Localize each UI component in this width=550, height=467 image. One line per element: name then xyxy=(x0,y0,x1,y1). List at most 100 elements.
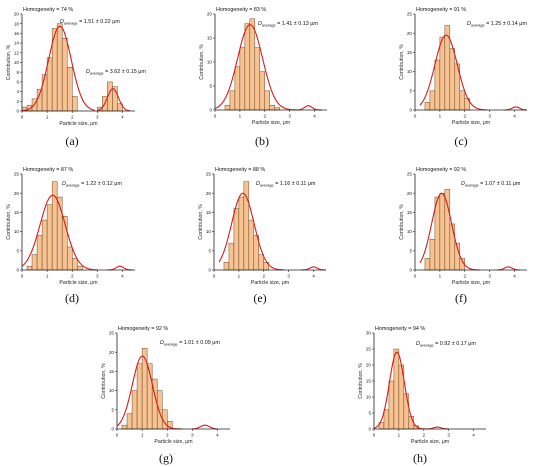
d-value: = 1.07 ± 0.11 μm xyxy=(479,181,521,187)
d-symbol: D xyxy=(467,21,471,27)
x-tick-label: 0 xyxy=(414,114,417,119)
histogram-bar xyxy=(244,23,251,111)
x-tick-label: 2 xyxy=(463,274,466,279)
y-tick-label: 0 xyxy=(209,108,212,113)
fit-curve xyxy=(301,266,327,271)
chart-panel-7: 0 1 2 3 4 0 5 10 15 20 25 Particle size, μm Contribu… xyxy=(101,326,230,465)
d-value: = 1.25 ± 0.14 μm xyxy=(485,21,528,27)
histogram-bar xyxy=(429,90,436,111)
histogram-bar xyxy=(228,242,235,271)
y-axis-title: Contribution, % xyxy=(358,363,364,399)
panel-label: (e) xyxy=(253,291,266,305)
histogram-bar xyxy=(259,71,266,111)
y-axis-title: Contribution, % xyxy=(198,204,204,240)
y-tick-label: 15 xyxy=(407,50,413,55)
x-axis-title: Particle size, μm xyxy=(252,120,290,126)
homogeneity-annotation: Homogeneity = 94 % xyxy=(375,326,425,332)
histogram-bar xyxy=(254,47,261,111)
x-tick-label: 4 xyxy=(513,274,516,279)
y-tick-label: 15 xyxy=(407,210,413,215)
d-symbol: D xyxy=(160,340,164,346)
d-average-annotation: Daverage = 1.22 ± 0.12 μm xyxy=(62,181,122,188)
x-tick-label: 3 xyxy=(488,274,491,279)
y-tick-label: 0 xyxy=(16,109,19,114)
histogram-bar xyxy=(61,38,68,112)
d-value: = 0.92 ± 0.17 μm xyxy=(434,341,477,347)
panel-label: (d) xyxy=(65,291,79,305)
histogram-bar xyxy=(393,348,400,430)
histogram-bar xyxy=(126,413,133,430)
d-average-annotation: Daverage = 1.25 ± 0.14 μm xyxy=(467,21,527,28)
histogram-bar xyxy=(66,246,73,271)
x-tick-label: 0 xyxy=(214,114,217,119)
histogram-bar xyxy=(41,74,48,112)
y-tick-label: 0 xyxy=(111,427,114,432)
histogram-bar xyxy=(248,219,255,271)
histogram-bar xyxy=(36,235,43,271)
x-tick-label: 0 xyxy=(414,274,417,279)
y-tick-label: 2 xyxy=(16,99,19,104)
y-tick-label: 10 xyxy=(407,229,413,234)
d-value: = 1.41 ± 0.13 μm xyxy=(276,21,319,27)
y-tick-label: 5 xyxy=(16,248,19,253)
y-tick-label: 10 xyxy=(206,229,212,234)
x-tick-label: 1 xyxy=(46,274,49,279)
histogram-bar xyxy=(444,189,451,271)
d-value: = 1.51 ± 0.22 μm xyxy=(78,19,121,25)
histogram-bar xyxy=(71,96,78,112)
x-tick-label: 3 xyxy=(96,115,99,120)
fit-curve xyxy=(419,34,488,111)
chart-panel-6: 0 1 2 3 4 0 5 10 15 20 25 Particle size, μm Contribu… xyxy=(399,167,527,305)
histogram-bar xyxy=(234,66,241,111)
d-average-annotation: Daverage = 1.01 ± 0.09 μm xyxy=(160,340,220,347)
d-value: = 1.22 ± 0.12 μm xyxy=(80,181,123,187)
x-tick-label: 3 xyxy=(96,274,99,279)
x-axis-title: Particle size, μm xyxy=(411,439,449,445)
histogram-bar xyxy=(41,219,48,271)
histogram-bar xyxy=(233,208,240,271)
histogram-bar xyxy=(434,59,441,111)
y-tick-label: 0 xyxy=(16,268,19,273)
histogram-bar xyxy=(238,196,245,271)
y-axis-title: Contribution, % xyxy=(6,44,12,80)
d-subscript: average xyxy=(262,24,276,28)
x-tick-label: 3 xyxy=(287,274,290,279)
y-tick-label: 15 xyxy=(14,210,20,215)
x-tick-label: 2 xyxy=(71,274,74,279)
y-tick-label: 20 xyxy=(14,12,20,17)
panel-label: (c) xyxy=(454,134,467,148)
y-tick-label: 10 xyxy=(109,388,115,393)
homogeneity-annotation: Homogeneity = 87 % xyxy=(23,167,73,173)
y-tick-label: 30 xyxy=(366,331,372,336)
y-tick-label: 14 xyxy=(14,41,20,46)
x-tick-label: 0 xyxy=(21,115,24,120)
y-tick-label: 5 xyxy=(409,88,412,93)
histogram-bar xyxy=(383,409,390,430)
histogram-bar xyxy=(56,23,63,112)
y-tick-label: 10 xyxy=(14,229,20,234)
d-average-annotation: Daverage = 1.41 ± 0.13 μm xyxy=(258,21,318,28)
x-tick-label: 4 xyxy=(216,433,219,438)
d-average-annotation: Daverage = 1.51 ± 0.22 μm xyxy=(60,19,120,26)
d-symbol: D xyxy=(258,21,262,27)
y-tick-label: 16 xyxy=(14,31,20,36)
x-tick-label: 2 xyxy=(262,274,265,279)
histogram-bar xyxy=(264,90,270,111)
d-value: = 1.01 ± 0.09 μm xyxy=(178,340,221,346)
panel-label: (b) xyxy=(255,134,269,148)
histogram-bar xyxy=(223,262,230,271)
homogeneity-annotation: Homogeneity = 92 % xyxy=(416,167,466,173)
y-tick-label: 8 xyxy=(16,70,19,75)
y-tick-label: 25 xyxy=(407,172,413,177)
x-tick-label: 3 xyxy=(288,114,291,119)
histogram-bar xyxy=(239,47,246,111)
fit-curve xyxy=(21,25,95,112)
x-tick-label: 4 xyxy=(472,433,475,438)
histogram-bar xyxy=(224,104,231,111)
x-tick-label: 3 xyxy=(447,433,450,438)
d-subscript: average xyxy=(90,72,104,76)
d-subscript: average xyxy=(471,24,485,28)
histogram-bar xyxy=(449,48,456,111)
x-tick-label: 0 xyxy=(116,433,119,438)
